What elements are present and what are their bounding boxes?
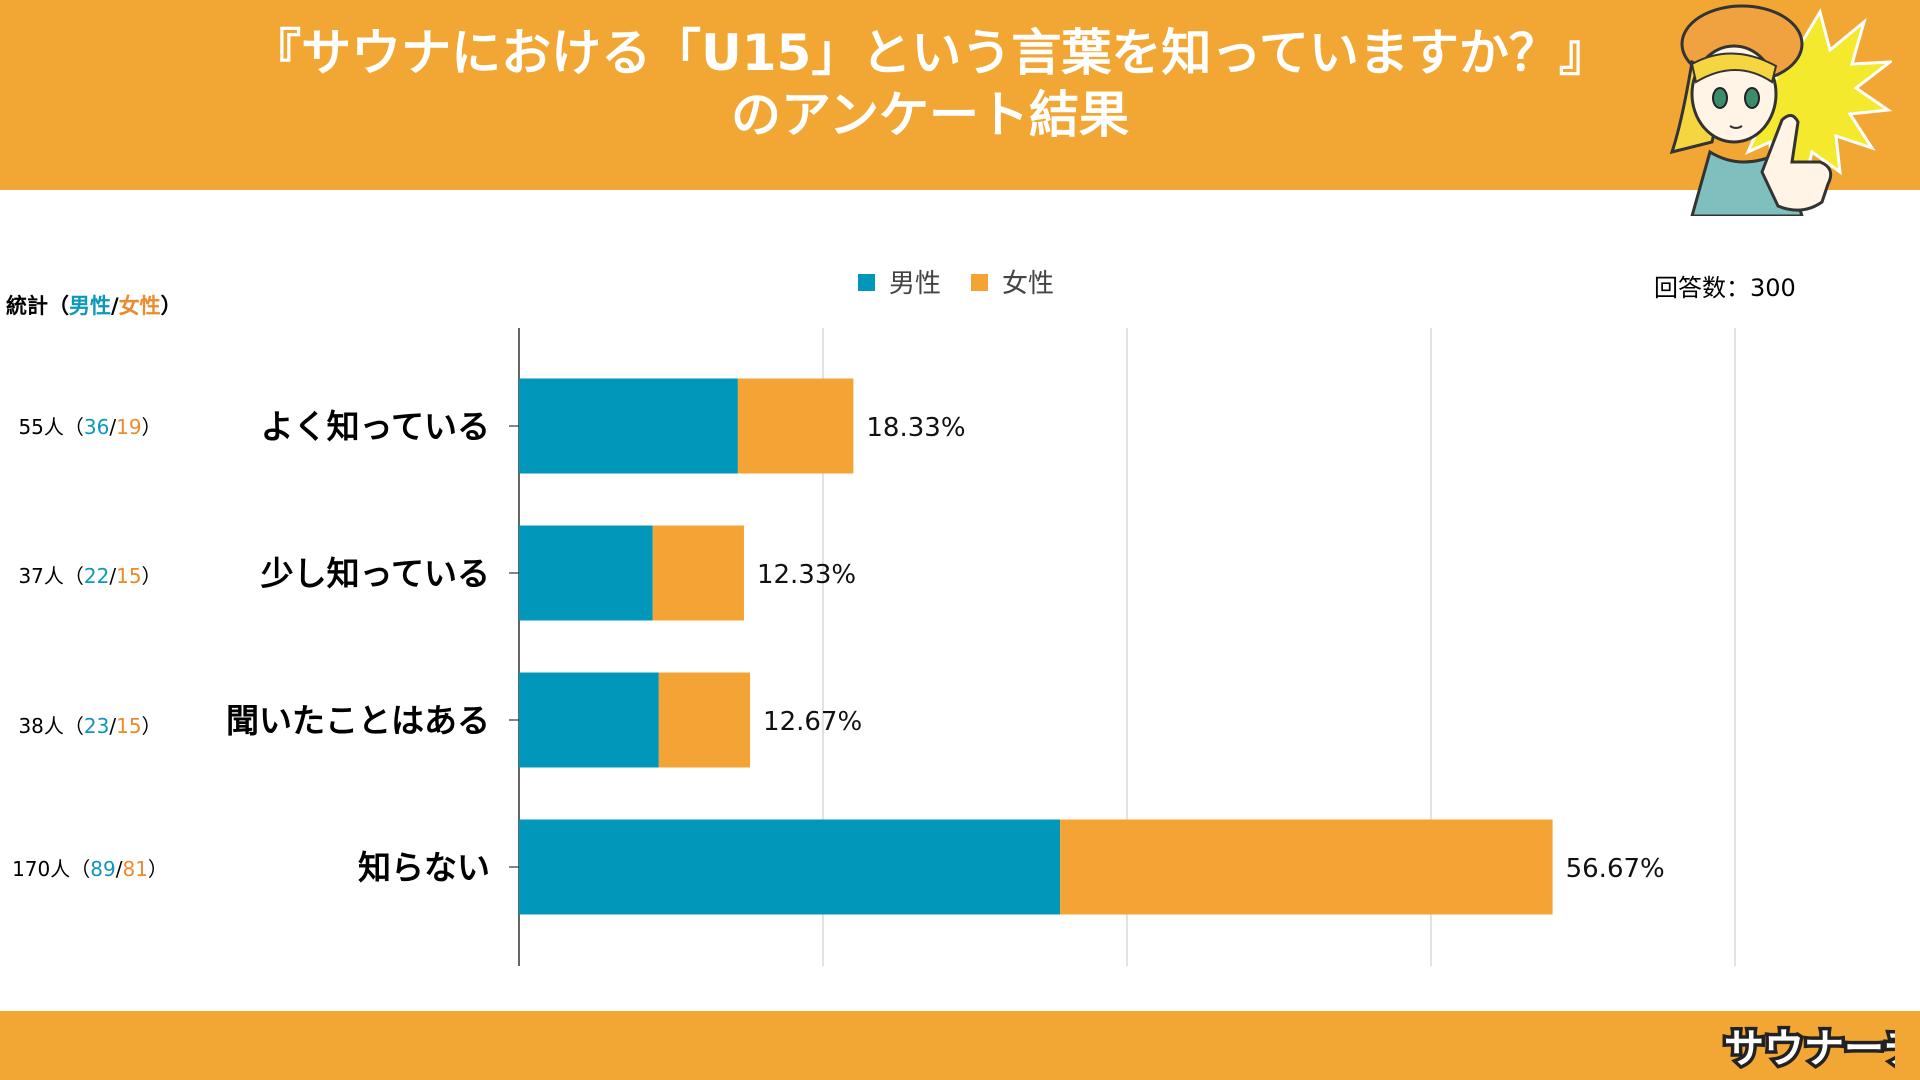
- stat-female: 19: [116, 415, 142, 439]
- stat-male: 89: [90, 857, 116, 881]
- value-label: 56.67%: [1566, 854, 1665, 884]
- stat-row: 55人（36/19）: [0, 411, 180, 440]
- bar-segment: [519, 672, 659, 768]
- mascot-illustration: [1669, 4, 1892, 216]
- stat-close: ）: [141, 564, 162, 588]
- legend-swatch: [971, 274, 988, 291]
- stat-total: 55人: [18, 415, 64, 439]
- stats-male-label: 男性: [69, 294, 111, 318]
- logo-text: サウナーチ: [1724, 1026, 1895, 1072]
- legend-label: 女性: [1002, 269, 1054, 299]
- category-label: 聞いたことはある: [226, 701, 490, 740]
- stats-slash: /: [111, 294, 119, 318]
- value-label: 18.33%: [866, 413, 965, 443]
- stat-sep: /: [109, 564, 117, 588]
- bar-segment: [652, 525, 744, 621]
- respondent-count: 回答数：300: [1654, 274, 1796, 302]
- stat-row: 170人（89/81）: [0, 853, 180, 882]
- stat-female: 15: [116, 564, 142, 588]
- category-label: よく知っている: [261, 407, 490, 446]
- stat-open: （: [70, 857, 91, 881]
- bar-segment: [519, 525, 653, 621]
- legend-swatch: [858, 274, 875, 291]
- title-line-1: 『サウナにおける「U15」という言葉を知っていますか？』: [251, 24, 1609, 82]
- stat-total: 37人: [18, 564, 64, 588]
- stat-total: 170人: [12, 857, 71, 881]
- bar-segment: [519, 819, 1061, 915]
- title-line-2: のアンケート結果: [731, 86, 1129, 144]
- stat-sep: /: [109, 415, 117, 439]
- stat-sep: /: [109, 714, 117, 738]
- legend-label: 男性: [889, 269, 941, 299]
- stats-label: 統計（: [6, 294, 69, 318]
- stat-open: （: [63, 564, 84, 588]
- stats-close: ）: [160, 294, 182, 318]
- stat-male: 23: [83, 714, 110, 738]
- footer-banner: [0, 1011, 1920, 1080]
- stat-close: ）: [141, 714, 162, 738]
- stat-female: 81: [122, 857, 148, 881]
- category-label: 少し知っている: [261, 554, 490, 593]
- stat-male: 22: [83, 564, 110, 588]
- stat-close: ）: [141, 415, 162, 439]
- stats-female-label: 女性: [118, 294, 161, 318]
- bar-segment: [519, 378, 738, 474]
- header-banner: 『サウナにおける「U15」という言葉を知っていますか？』 のアンケート結果: [0, 0, 1920, 190]
- stat-open: （: [63, 714, 84, 738]
- bar-segment: [1060, 819, 1553, 915]
- stats-header: 統計（男性/女性）: [6, 290, 182, 320]
- value-label: 12.33%: [757, 560, 856, 590]
- stat-male: 36: [83, 415, 110, 439]
- category-label: 知らない: [358, 848, 490, 887]
- stat-female: 15: [116, 714, 142, 738]
- stat-open: （: [63, 415, 84, 439]
- bar-segment: [737, 378, 854, 474]
- stat-total: 38人: [18, 714, 64, 738]
- stat-close: ）: [147, 857, 168, 881]
- page-title: 『サウナにおける「U15」という言葉を知っていますか？』 のアンケート結果: [0, 22, 1860, 146]
- bar-segment: [658, 672, 751, 768]
- stat-row: 38人（23/15）: [0, 710, 180, 739]
- stat-sep: /: [115, 857, 123, 881]
- brand-logo: サウナーチ: [1721, 1023, 1896, 1075]
- stat-row: 37人（22/15）: [0, 560, 180, 589]
- value-label: 12.67%: [763, 707, 862, 737]
